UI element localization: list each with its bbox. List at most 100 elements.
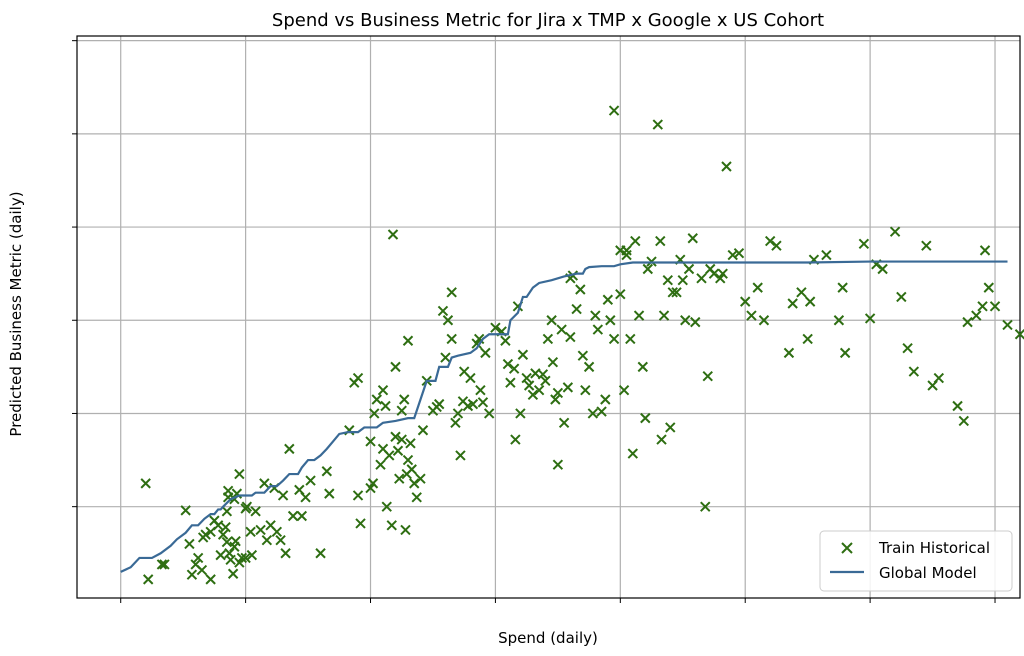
scatter-point — [245, 526, 256, 538]
scatter-point — [571, 303, 582, 315]
scatter-point — [246, 549, 258, 561]
scatter-point — [225, 554, 236, 565]
scatter-point — [908, 366, 920, 377]
scatter-point — [369, 408, 380, 419]
scatter-point — [702, 370, 713, 382]
scatter-point — [400, 524, 411, 536]
legend-scatter-marker — [841, 542, 853, 554]
scatter-point — [467, 398, 479, 410]
scatter-point — [733, 247, 745, 259]
legend-box — [819, 530, 1013, 592]
scatter-point — [212, 520, 224, 531]
scatter-point — [386, 520, 397, 531]
scatter-point — [587, 408, 599, 419]
scatter-point — [962, 316, 973, 328]
scatter-point — [696, 273, 707, 284]
scatter-point — [415, 473, 426, 484]
scatter-point — [377, 384, 389, 396]
scatter-point — [277, 490, 289, 501]
scatter-point — [596, 406, 607, 417]
scatter-point — [387, 229, 399, 240]
scatter-point — [896, 291, 907, 303]
scatter-point — [1014, 329, 1024, 340]
scatter-point — [483, 408, 495, 419]
grid — [77, 36, 1020, 598]
scatter-point — [758, 315, 770, 326]
scatter-point — [390, 361, 401, 373]
scatter-point — [315, 548, 326, 559]
scatter-point — [642, 263, 654, 275]
scatter-point — [434, 398, 445, 410]
scatter-point — [475, 384, 486, 396]
scatter-point — [437, 305, 449, 317]
scatter-point — [284, 443, 295, 455]
scatter-point — [442, 315, 454, 326]
scatter-point — [989, 301, 1001, 312]
scatter-point — [615, 288, 626, 300]
scatter-point — [577, 350, 589, 361]
scatter-point — [280, 548, 291, 559]
scatter-point — [402, 335, 414, 346]
scatter-point — [417, 425, 429, 436]
scatter-point — [394, 473, 405, 484]
scatter-point — [658, 310, 670, 321]
scatter-point — [618, 384, 630, 396]
scatter-point — [590, 310, 601, 321]
scatter-point — [250, 506, 261, 517]
scatter-point — [142, 574, 154, 585]
scatter-point — [192, 552, 204, 564]
scatter-point — [221, 506, 233, 517]
scatter-point — [390, 431, 401, 442]
scatter-point — [877, 263, 888, 275]
scatter-point — [259, 478, 270, 489]
scatter-point — [752, 282, 763, 293]
scatter-point — [352, 372, 364, 384]
scatter-point — [508, 363, 520, 374]
scatter-point — [971, 310, 982, 321]
scatter-point — [405, 438, 416, 449]
scatter-point — [958, 415, 970, 427]
scatter-point — [381, 501, 392, 512]
scatter-point — [727, 249, 738, 261]
legend-label-train-historical: Train Historical — [878, 539, 990, 557]
scatter-point — [625, 333, 636, 345]
scatter-point — [558, 417, 570, 428]
scatter-point — [296, 510, 308, 522]
scatter-point — [740, 296, 751, 307]
scatter-point — [440, 352, 451, 363]
scatter-point — [355, 518, 366, 529]
scatter-point — [687, 233, 698, 244]
scatter-point — [655, 235, 666, 247]
scatter-point — [583, 361, 595, 373]
plot-area-frame — [76, 35, 1021, 599]
legend: Train Historical Global Model — [819, 530, 1013, 592]
scatter-point — [402, 454, 414, 466]
scatter-point — [515, 408, 526, 419]
scatter-point — [542, 333, 554, 345]
scatter-point — [255, 524, 266, 536]
scatter-point — [159, 559, 170, 570]
scatter-point — [399, 394, 410, 405]
scatter-point — [222, 492, 234, 503]
scatter-point — [575, 284, 586, 295]
scatter-point — [446, 333, 457, 345]
scatter-point — [505, 377, 516, 388]
scatter-point — [608, 105, 620, 116]
chart-title: Spend vs Business Metric for Jira x TMP … — [272, 10, 824, 31]
scatter-point — [565, 331, 576, 343]
scatter-point — [375, 459, 386, 470]
scatter-point — [392, 445, 404, 456]
axis-ticks — [72, 40, 996, 603]
scatter-point — [550, 394, 561, 405]
scatter-point — [667, 287, 678, 298]
scatter-point — [700, 501, 711, 512]
scatter-point — [933, 372, 945, 384]
scatter-point — [324, 488, 335, 499]
scatter-point — [839, 347, 851, 359]
scatter-point — [540, 375, 551, 387]
scatter-point — [527, 389, 539, 401]
scatter-point — [602, 294, 614, 305]
scatter-point — [562, 382, 574, 393]
scatter-point — [552, 387, 564, 399]
scatter-point — [546, 315, 557, 326]
